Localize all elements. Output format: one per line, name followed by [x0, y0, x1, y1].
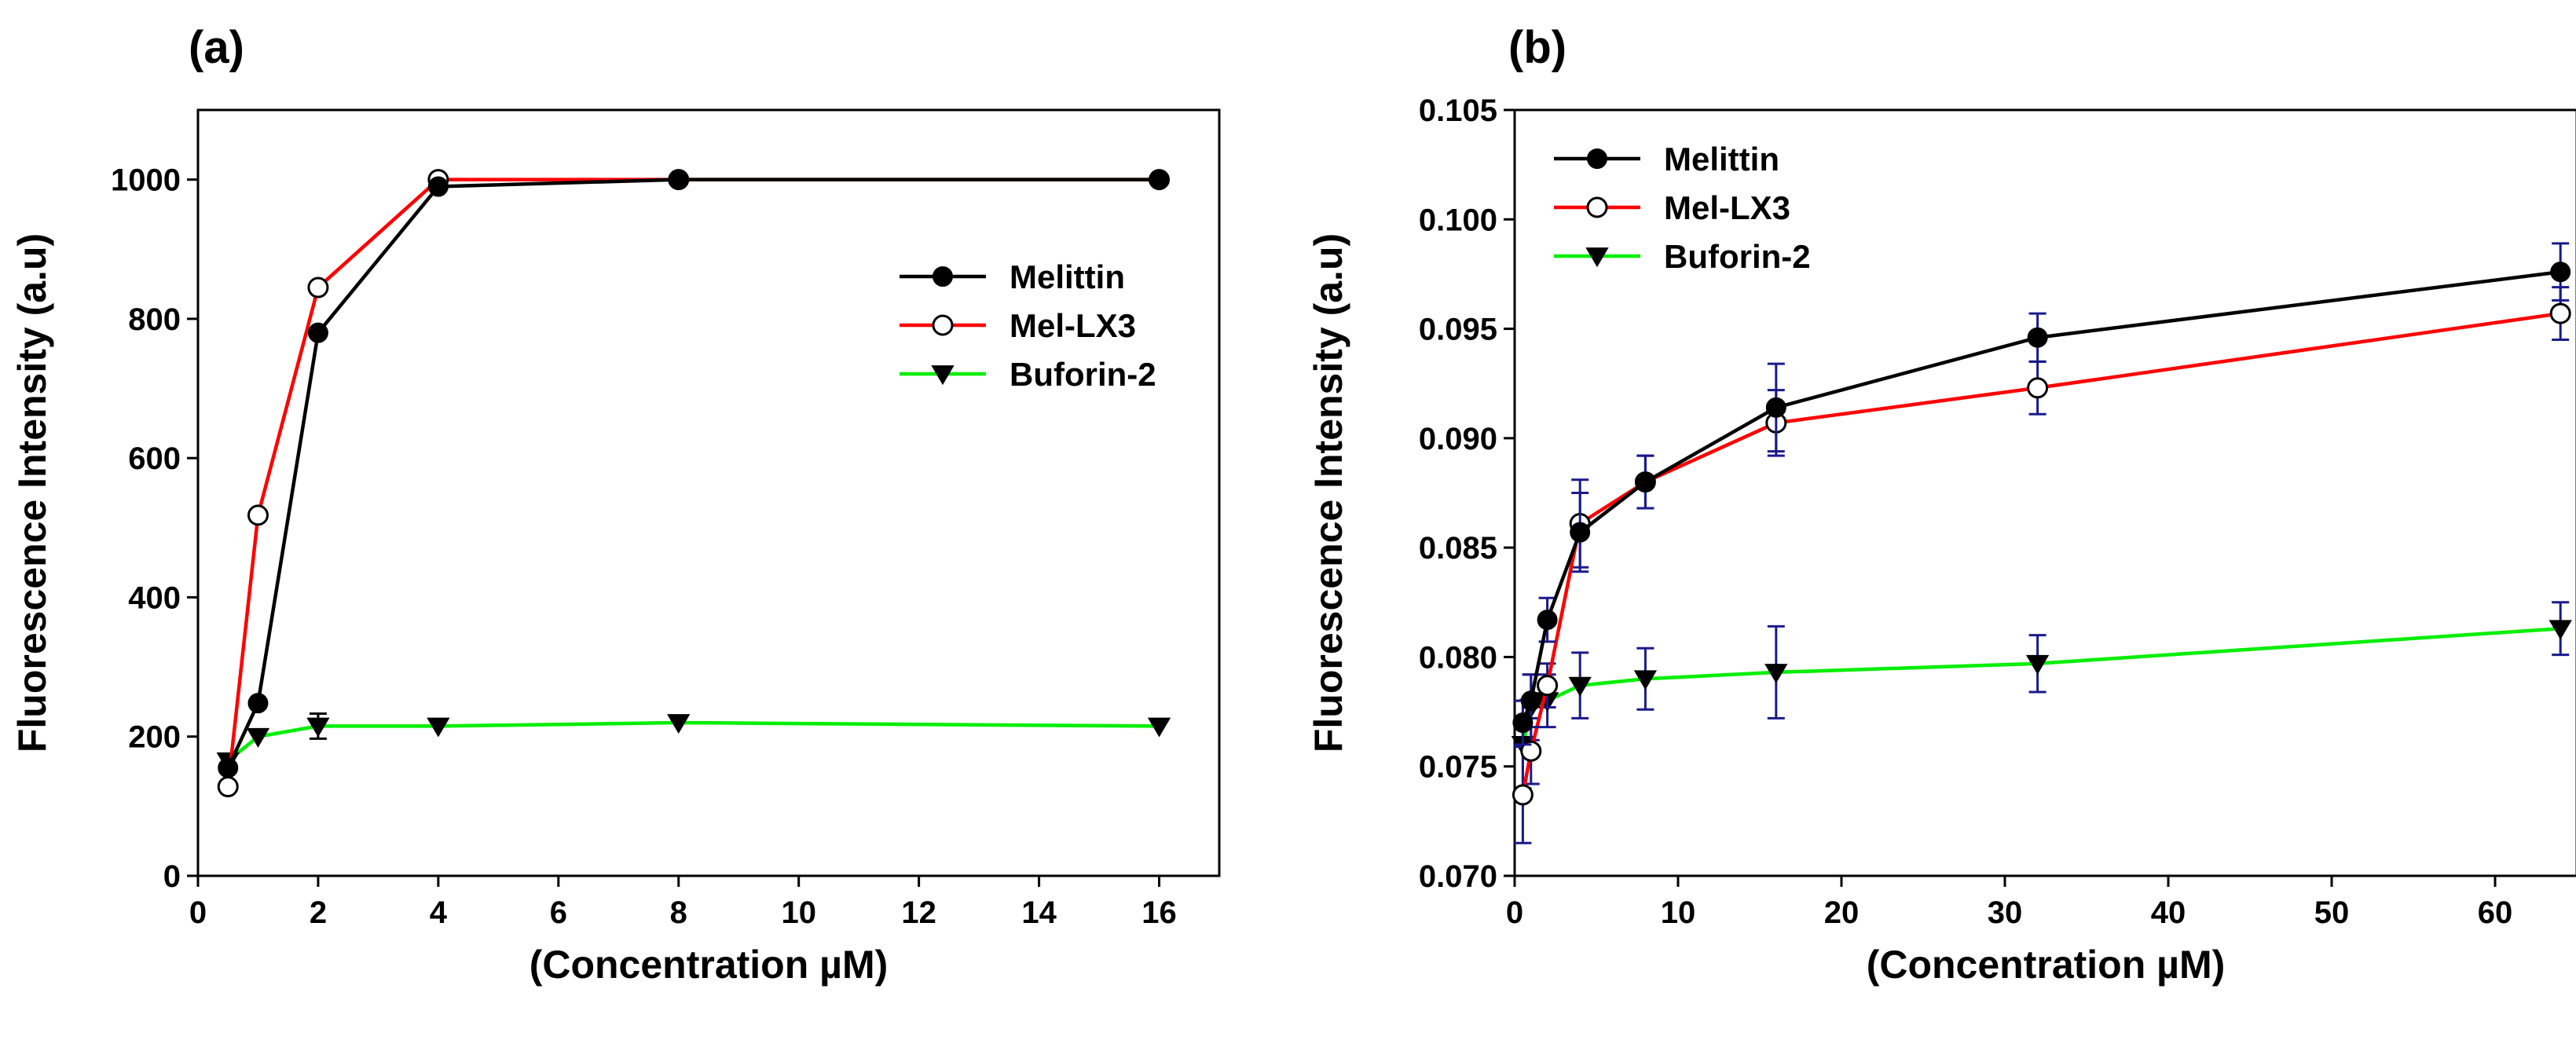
panel-a-point-mel-lx3	[307, 276, 329, 298]
panel-a-chart: (a) 0 2 4 6 8 10 12 14 16 0 200 400 600 800 1000 (Concen…	[10, 22, 1221, 987]
panel-a-plot-frame	[196, 108, 1221, 877]
panel-a-x-tick-label: 14	[1021, 895, 1057, 930]
panel-a-legend-label-melittin: Melittin	[1010, 258, 1125, 295]
panel-b-legend-label-buforin-2: Buforin-2	[1664, 238, 1811, 275]
panel-b-y-tick-label: 0.095	[1419, 313, 1497, 347]
panel-a-legend-marker-melittin	[933, 266, 953, 287]
panel-b-point-melittin	[1635, 471, 1656, 493]
panel-b-point-melittin	[2550, 262, 2571, 283]
panel-a-legend: Melittin Mel-LX3 Buforin-2	[900, 258, 1156, 393]
panel-a-y-tick-label: 0	[163, 859, 181, 894]
panel-a-point-mel-lx3	[217, 776, 239, 798]
panel-b-legend: Melittin Mel-LX3 Buforin-2	[1554, 141, 1811, 275]
panel-a-point-mel-lx3	[247, 504, 269, 526]
panel-b-point-buforin-2	[2549, 620, 2572, 640]
panel-a-x-tick-label: 6	[550, 895, 567, 930]
panel-a-x-tick-label: 10	[781, 895, 816, 930]
panel-b-legend-label-mel-lx3: Mel-LX3	[1664, 189, 1790, 226]
panel-a-point-buforin-2	[1147, 717, 1171, 738]
panel-b-legend-marker-buforin-2	[1585, 247, 1609, 268]
panel-b-x-tick-label: 10	[1661, 895, 1696, 930]
panel-b-point-melittin	[1520, 690, 1541, 712]
panel-a-y-tick-label: 800	[128, 302, 181, 337]
panel-b-series-mel-lx3	[1512, 286, 2571, 844]
panel-b-y-tick-label: 0.085	[1419, 531, 1497, 566]
panel-a-legend-marker-mel-lx3	[932, 314, 954, 336]
panel-a-legend-marker-buforin-2	[931, 365, 955, 386]
panel-a-point-melittin	[427, 176, 449, 197]
panel-b-point-mel-lx3	[1537, 675, 1559, 697]
panel-b-point-buforin-2	[1633, 670, 1658, 690]
panel-a-y-tick-label: 1000	[111, 163, 181, 198]
panel-b-plot-frame	[1513, 108, 2576, 877]
panel-a-y-tick-label: 200	[128, 720, 181, 755]
panel-b-point-melittin	[1537, 610, 1558, 631]
panel-b-y-tick-label: 0.080	[1419, 640, 1497, 675]
panel-b-legend-label-melittin: Melittin	[1664, 141, 1779, 178]
panel-b-legend-marker-melittin	[1587, 148, 1607, 169]
panel-b-line-melittin	[1521, 269, 2561, 723]
panel-b-x-tick-label: 30	[1988, 895, 2023, 930]
panel-b-x-tick-label: 60	[2478, 895, 2513, 930]
panel-b-point-melittin	[2027, 327, 2048, 348]
panel-a-x-tick-label: 8	[670, 895, 687, 930]
panel-a-point-buforin-2	[427, 717, 450, 738]
panel-a-legend-label-buforin-2: Buforin-2	[1010, 356, 1156, 393]
panel-b-point-melittin	[1512, 712, 1534, 733]
panel-b-label: (b)	[1508, 22, 1566, 73]
panel-b-x-tick-label: 40	[2151, 895, 2186, 930]
panel-a-x-tick-label: 16	[1141, 895, 1177, 930]
panel-a-point-melittin	[218, 757, 239, 778]
panel-b-y-tick-label: 0.070	[1419, 859, 1497, 894]
panel-a-y-tick-label: 600	[128, 441, 181, 476]
panel-b-x-axis-title: (Concentration µM)	[1867, 943, 2226, 987]
panel-a-x-tick-label: 4	[430, 895, 448, 930]
panel-b-x-tick-label: 20	[1824, 895, 1860, 930]
panel-b-point-melittin	[1570, 522, 1591, 543]
panel-b-point-buforin-2	[1764, 664, 1788, 684]
panel-b-y-tick-label: 0.075	[1419, 750, 1497, 785]
panel-a-x-tick-label: 0	[189, 895, 207, 930]
panel-b-legend-marker-mel-lx3	[1586, 196, 1608, 218]
panel-b-point-buforin-2	[1568, 676, 1592, 697]
panel-a-point-melittin	[668, 169, 689, 190]
panel-a-series-buforin-2	[216, 712, 1171, 772]
panel-b-y-tick-label: 0.090	[1419, 422, 1497, 456]
panel-a-point-buforin-2	[246, 727, 270, 748]
panel-a-x-tick-label: 12	[901, 895, 936, 930]
panel-a-point-melittin	[1149, 169, 1170, 190]
panel-a-line-melittin	[226, 178, 1160, 769]
panel-a-series-melittin	[218, 169, 1170, 778]
panel-b-point-mel-lx3	[1520, 740, 1542, 762]
panel-b-point-melittin	[1765, 397, 1786, 418]
panel-a-y-tick-label: 400	[128, 580, 181, 615]
panel-b-line-mel-lx3	[1521, 311, 2561, 796]
panel-b-x-tick-label: 50	[2314, 895, 2350, 930]
panel-a-x-tick-label: 2	[310, 895, 327, 930]
panel-a-point-buforin-2	[306, 717, 330, 738]
panel-b-point-mel-lx3	[1512, 784, 1534, 806]
panel-a-point-buforin-2	[667, 714, 691, 734]
panel-b-series-melittin	[1512, 242, 2571, 746]
panel-a-label: (a)	[189, 22, 244, 73]
panel-b-x-tick-label: 0	[1506, 895, 1523, 930]
panel-a-y-axis-title: Fluorescence Intensity (a.u)	[10, 233, 54, 753]
panel-b-y-tick-label: 0.105	[1419, 93, 1497, 128]
panel-a-point-melittin	[247, 693, 269, 714]
panel-b-point-mel-lx3	[2027, 377, 2049, 399]
panel-a-x-axis-title: (Concentration µM)	[529, 943, 889, 987]
panel-b-y-tick-label: 0.100	[1419, 203, 1497, 237]
panel-b-chart: (b) 0 10 20 30 40 50 60 0.070 0.075 0.080 0.085 0.09…	[1306, 22, 2576, 987]
panel-b-y-axis-title: Fluorescence Intensity (a.u)	[1306, 233, 1350, 753]
panel-a-point-melittin	[307, 322, 328, 343]
panel-b-point-mel-lx3	[2549, 302, 2571, 324]
panel-a-line-buforin-2	[226, 720, 1160, 763]
panel-b-point-buforin-2	[2025, 654, 2050, 675]
panel-a-legend-label-mel-lx3: Mel-LX3	[1010, 307, 1136, 344]
